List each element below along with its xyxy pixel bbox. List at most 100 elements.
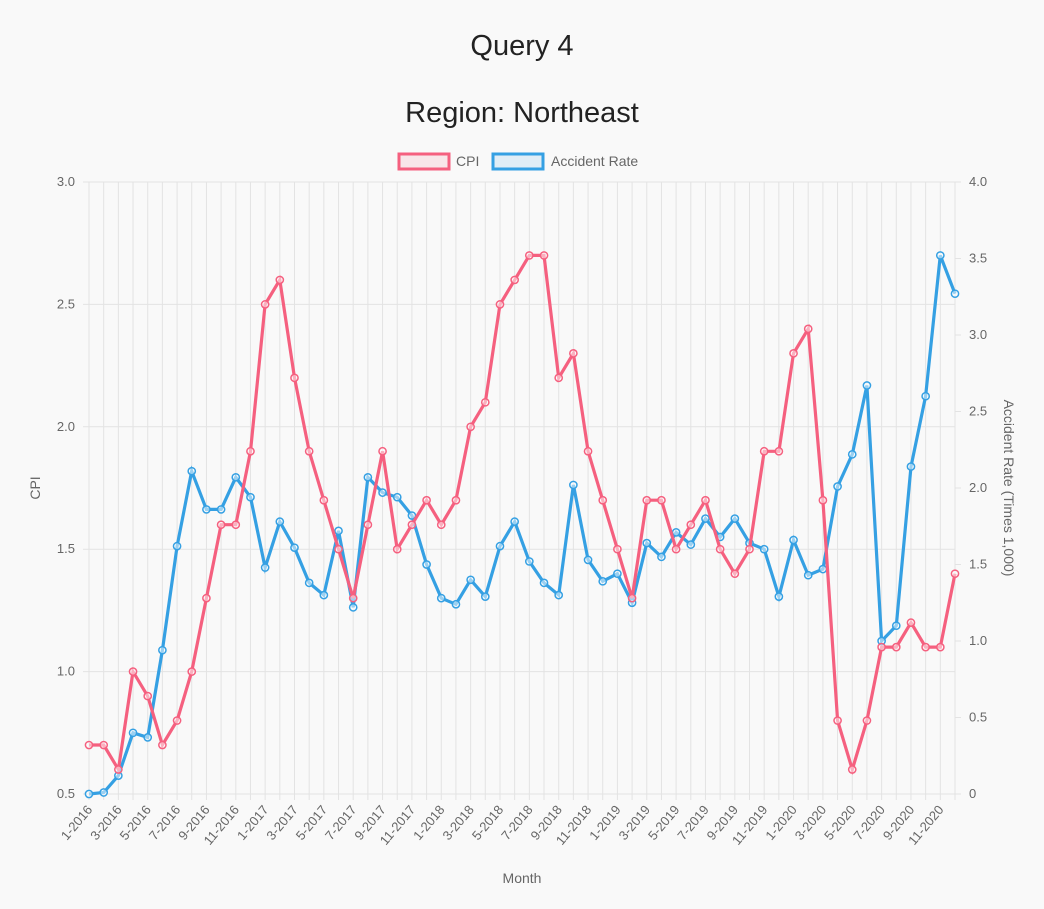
data-point[interactable] [862,381,872,390]
data-point[interactable] [84,789,94,799]
data-point[interactable] [891,642,901,652]
data-point[interactable] [686,540,696,549]
data-point[interactable] [701,495,710,505]
data-point[interactable] [657,495,666,505]
data-point[interactable] [921,391,930,401]
data-point[interactable] [950,289,960,299]
data-point[interactable] [466,422,475,432]
data-point[interactable] [774,446,784,456]
data-point[interactable] [774,592,784,601]
data-point[interactable] [833,482,842,491]
data-point[interactable] [319,495,329,505]
data-point[interactable] [524,557,534,566]
data-point[interactable] [275,275,285,285]
legend-swatch-cpi[interactable] [397,152,451,171]
data-point[interactable] [715,544,725,554]
data-point[interactable] [759,446,769,456]
data-point[interactable] [730,514,740,523]
data-point[interactable] [745,544,754,554]
data-point[interactable] [348,602,358,612]
data-point[interactable] [216,505,226,514]
data-point[interactable] [378,446,387,456]
data-point[interactable] [759,544,769,554]
data-point[interactable] [114,765,123,774]
data-point[interactable] [143,691,153,701]
data-point[interactable] [202,593,211,603]
data-point[interactable] [348,593,358,603]
data-point[interactable] [730,569,740,579]
data-point[interactable] [275,517,285,527]
data-point[interactable] [524,251,534,260]
data-point[interactable] [363,472,373,482]
data-point[interactable] [862,716,872,725]
data-point[interactable] [99,740,109,750]
data-point[interactable] [451,495,461,505]
data-point[interactable] [789,535,798,545]
data-point[interactable] [847,449,857,459]
data-point[interactable] [480,397,490,407]
data-point[interactable] [378,488,387,497]
data-point[interactable] [304,446,314,456]
data-point[interactable] [392,492,402,502]
legend-label-accident-rate[interactable]: Accident Rate [551,153,638,169]
data-point[interactable] [671,544,681,554]
data-point[interactable] [803,324,813,334]
data-point[interactable] [569,349,578,358]
data-point[interactable] [246,492,255,502]
legend-swatch-accident-rate[interactable] [491,152,545,171]
data-point[interactable] [657,552,666,562]
data-point[interactable] [216,520,226,530]
data-point[interactable] [642,495,652,505]
data-point[interactable] [642,538,652,548]
data-point[interactable] [290,543,299,553]
data-point[interactable] [627,593,637,603]
data-point[interactable] [363,520,373,530]
data-point[interactable] [818,495,828,505]
data-point[interactable] [510,517,520,527]
data-point[interactable] [466,575,475,585]
data-point[interactable] [260,300,270,309]
data-point[interactable] [231,520,241,530]
data-point[interactable] [99,788,109,797]
data-point[interactable] [906,618,916,627]
data-point[interactable] [172,716,182,725]
data-point[interactable] [598,495,608,505]
data-point[interactable] [436,520,446,530]
legend[interactable]: CPI Accident Rate [397,152,638,171]
data-point[interactable] [158,645,167,655]
data-point[interactable] [290,373,299,383]
data-point[interactable] [686,520,696,530]
data-point[interactable] [921,642,930,652]
data-point[interactable] [583,446,593,456]
data-point[interactable] [319,590,329,600]
data-point[interactable] [510,275,520,285]
data-point[interactable] [246,446,255,456]
data-point[interactable] [495,541,505,551]
data-point[interactable] [436,593,446,603]
data-point[interactable] [613,544,622,554]
data-point[interactable] [539,251,549,260]
data-point[interactable] [128,667,138,676]
data-point[interactable] [392,544,402,554]
data-point[interactable] [334,526,343,536]
data-point[interactable] [847,765,857,774]
data-point[interactable] [422,495,431,505]
data-point[interactable] [701,514,710,523]
data-point[interactable] [554,373,564,383]
data-point[interactable] [451,599,461,609]
data-point[interactable] [231,472,241,482]
data-point[interactable] [202,505,211,514]
data-point[interactable] [803,570,813,580]
data-point[interactable] [480,592,490,601]
data-point[interactable] [158,740,167,750]
data-point[interactable] [583,555,593,565]
data-point[interactable] [569,480,578,490]
data-point[interactable] [935,251,945,260]
data-point[interactable] [935,642,945,652]
data-point[interactable] [818,564,828,574]
data-point[interactable] [833,716,842,725]
data-point[interactable] [671,528,681,537]
data-point[interactable] [789,349,798,358]
data-point[interactable] [877,642,886,652]
data-point[interactable] [143,733,153,742]
